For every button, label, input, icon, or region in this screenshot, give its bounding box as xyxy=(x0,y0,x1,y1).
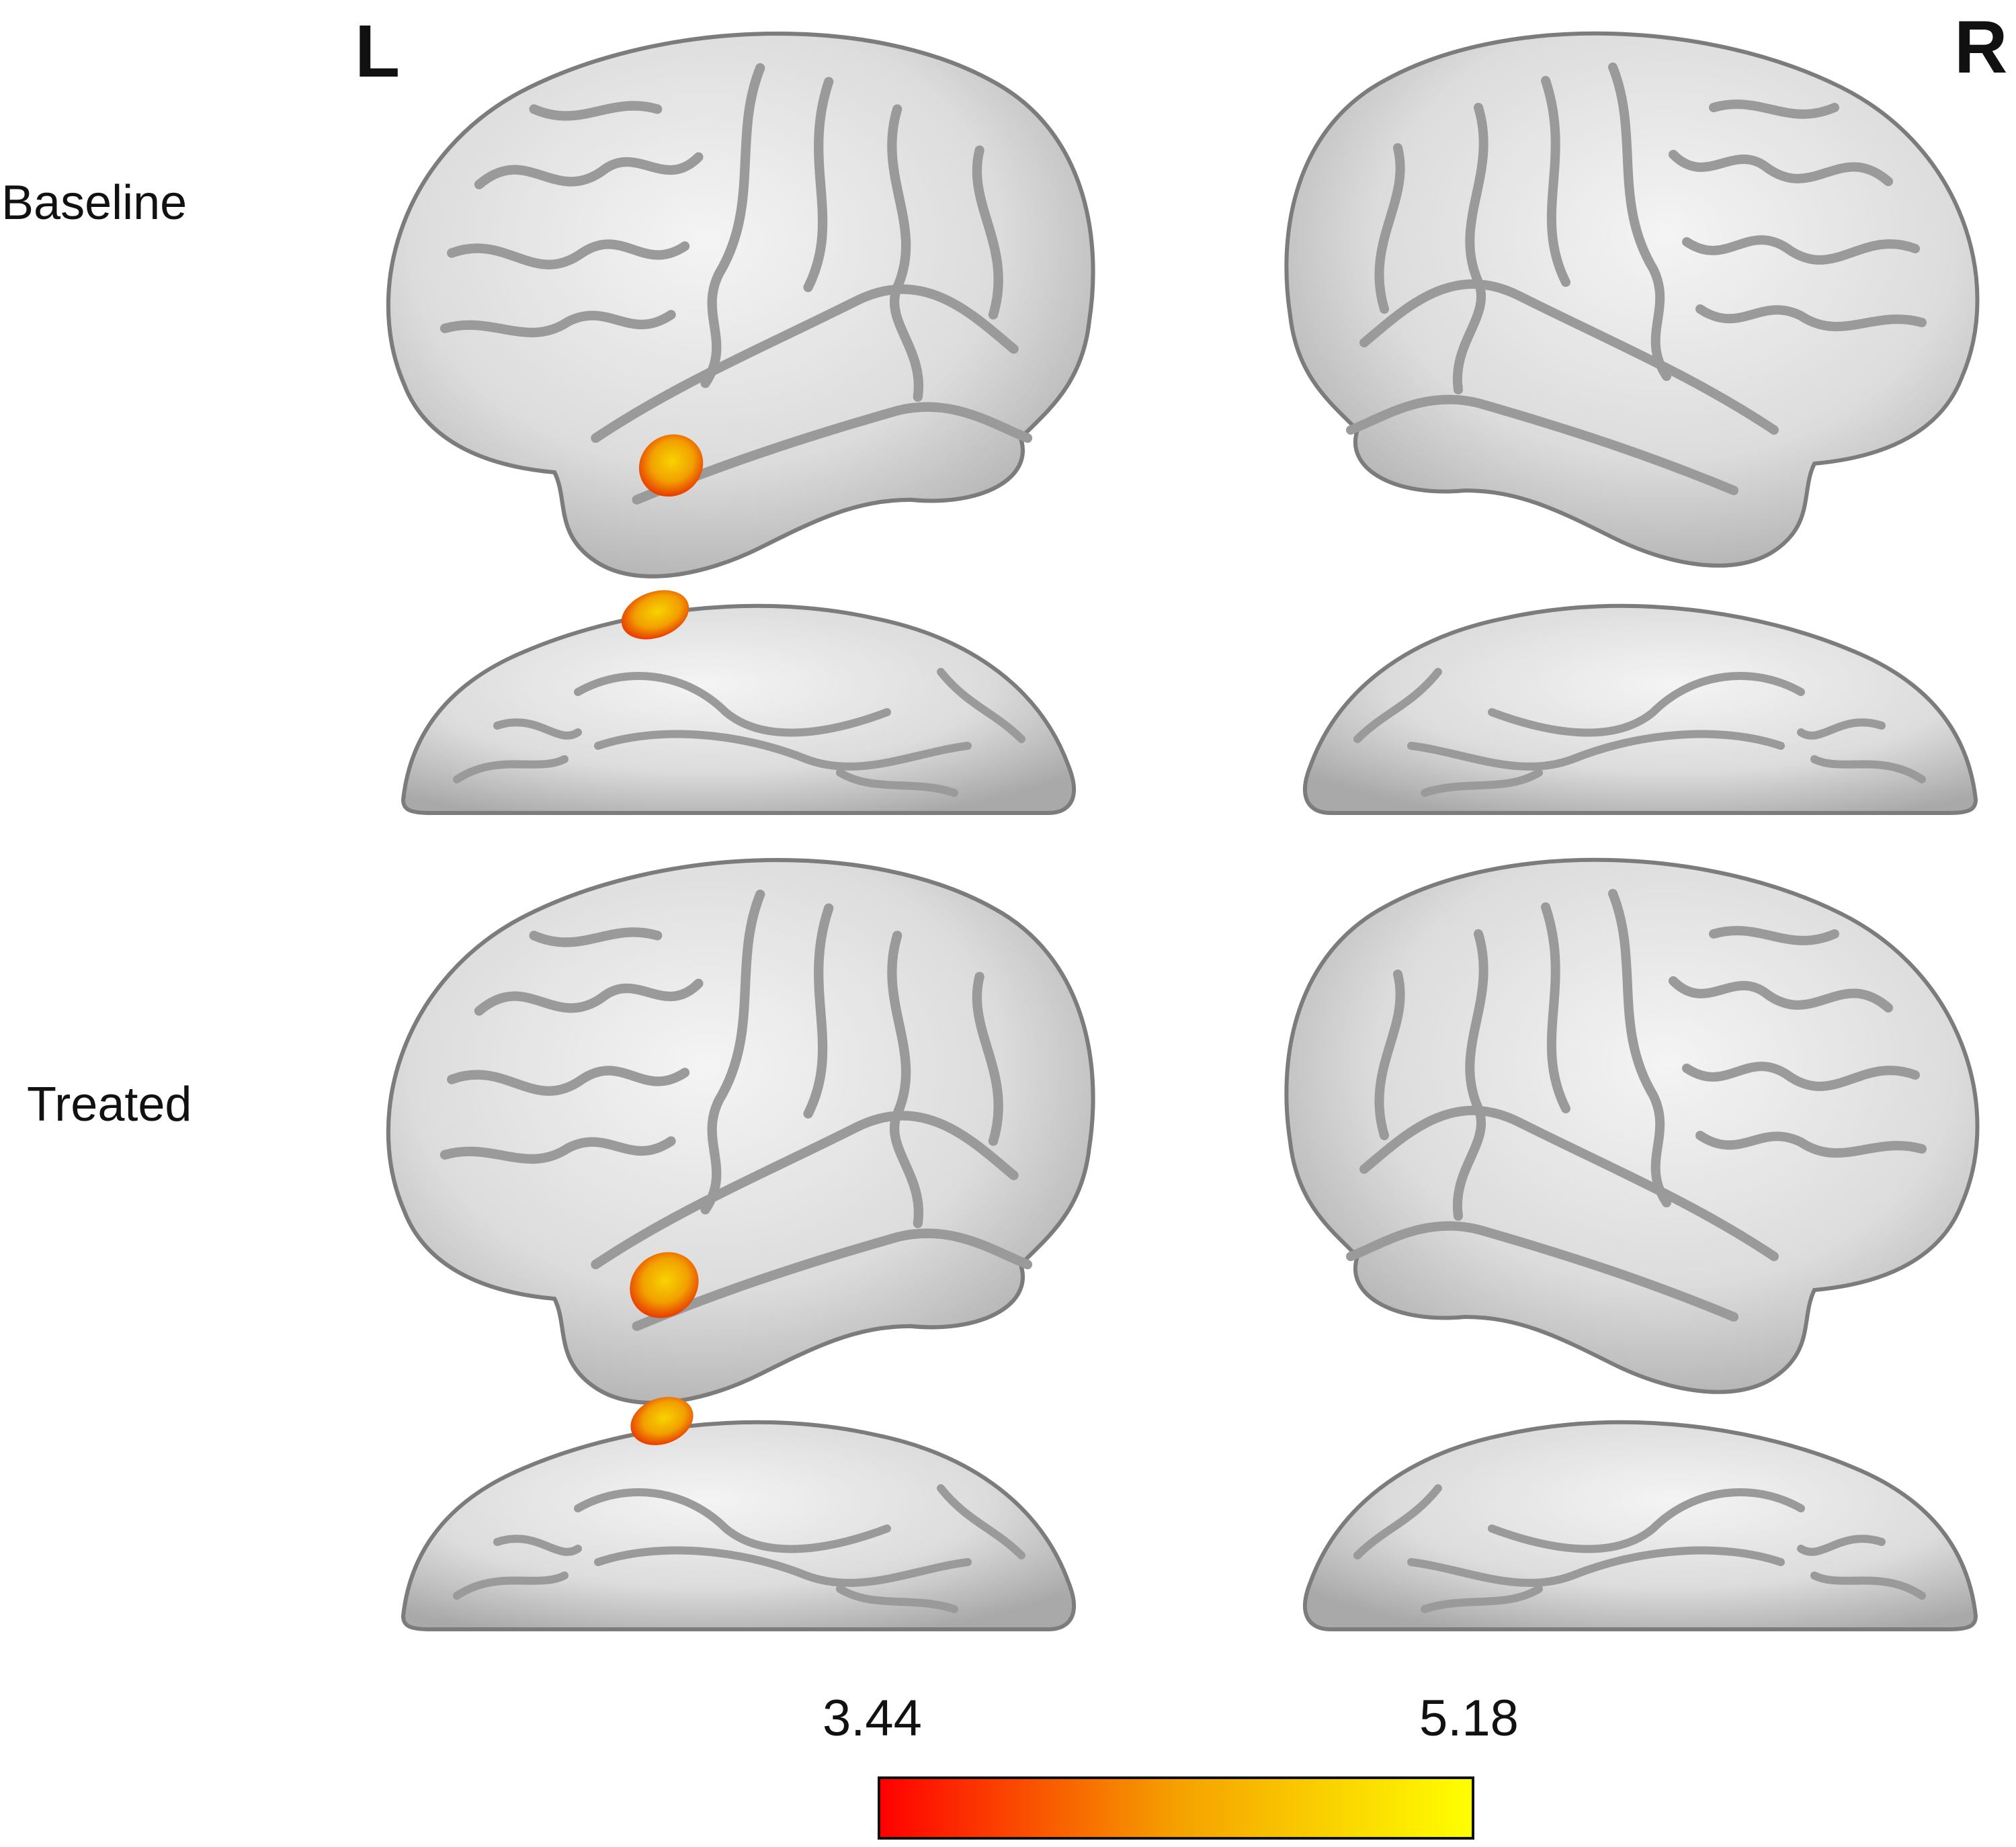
baseline-right-medial-brain xyxy=(1305,606,1976,813)
treated-left-temporal-activation xyxy=(630,1252,699,1318)
treated-left-medial-brain xyxy=(403,1397,1074,1629)
left-hemisphere-label: L xyxy=(355,10,401,93)
baseline-left-medial-brain xyxy=(403,590,1074,813)
baseline-left-lateral-brain xyxy=(388,34,1093,576)
baseline-left-medial-activation xyxy=(621,590,689,640)
treated-left-medial-activation xyxy=(630,1397,694,1445)
baseline-right-lateral-brain xyxy=(1286,34,1977,566)
treated-right-lateral-brain xyxy=(1286,860,1977,1392)
right-hemisphere-label: R xyxy=(1954,6,2008,89)
treated-right-medial-brain xyxy=(1305,1422,1976,1629)
treated-left-lateral-brain xyxy=(388,860,1093,1403)
colorbar xyxy=(878,1776,1474,1840)
baseline-row-label: Baseline xyxy=(1,176,187,230)
treated-row-label: Treated xyxy=(27,1078,192,1131)
baseline-left-temporal-activation xyxy=(638,434,704,497)
colorbar-min-label: 3.44 xyxy=(823,1690,922,1747)
colorbar-max-label: 5.18 xyxy=(1419,1690,1519,1747)
